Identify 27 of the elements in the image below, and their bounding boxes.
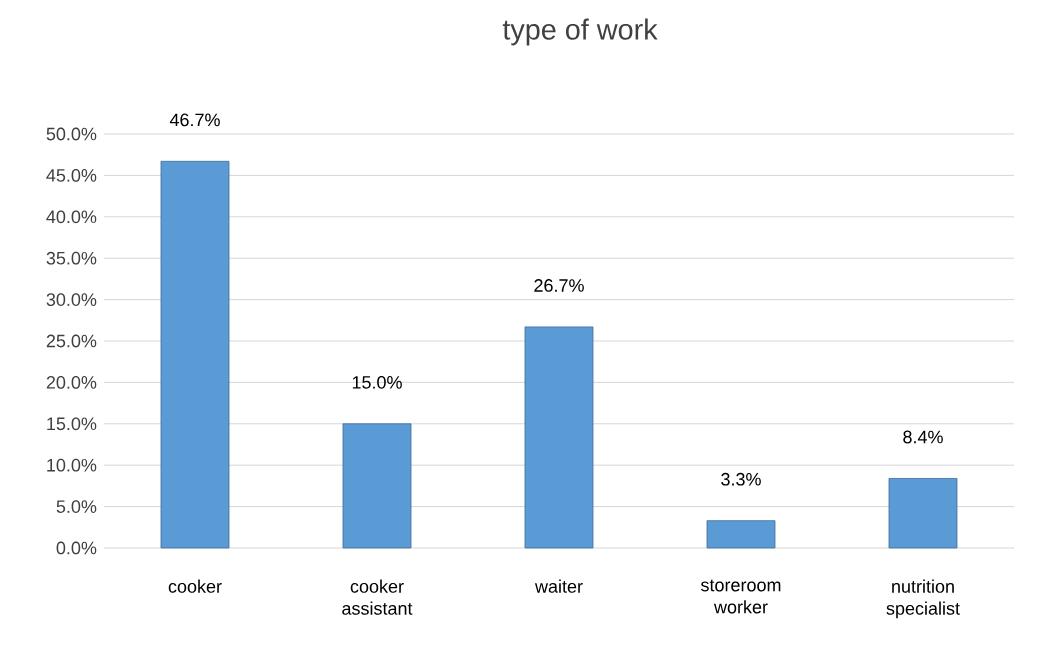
y-tick-label: 10.0% (47, 458, 97, 472)
x-tick-label: waiter (534, 579, 583, 593)
x-tick-label: storeroom worker (700, 579, 781, 614)
x-tick-label: cooker (168, 579, 222, 593)
x-tick-label: nutrition specialist (886, 579, 960, 619)
data-label: 26.7% (534, 279, 584, 292)
bar (888, 478, 958, 549)
y-tick-label: 15.0% (47, 417, 97, 431)
y-tick-label: 50.0% (46, 127, 97, 141)
data-label: 46.7% (169, 113, 220, 127)
bar (524, 326, 594, 549)
y-tick-label: 5.0% (56, 500, 97, 513)
bar (160, 160, 230, 549)
y-tick-label: 25.0% (46, 334, 97, 348)
bar (342, 423, 412, 549)
y-tick-label: 0.0% (56, 541, 97, 555)
data-label: 8.4% (903, 430, 943, 444)
y-tick-label: 40.0% (46, 210, 97, 224)
chart-title: type of work (502, 18, 658, 46)
data-label: 15.0% (352, 375, 402, 389)
y-tick-label: 35.0% (46, 251, 97, 265)
bar (706, 520, 776, 549)
x-tick-label: cooker assistant (342, 579, 413, 615)
data-label: 3.3% (721, 472, 761, 486)
y-tick-label: 30.0% (46, 293, 97, 306)
y-tick-label: 45.0% (46, 169, 97, 182)
y-tick-label: 20.0% (46, 376, 97, 389)
